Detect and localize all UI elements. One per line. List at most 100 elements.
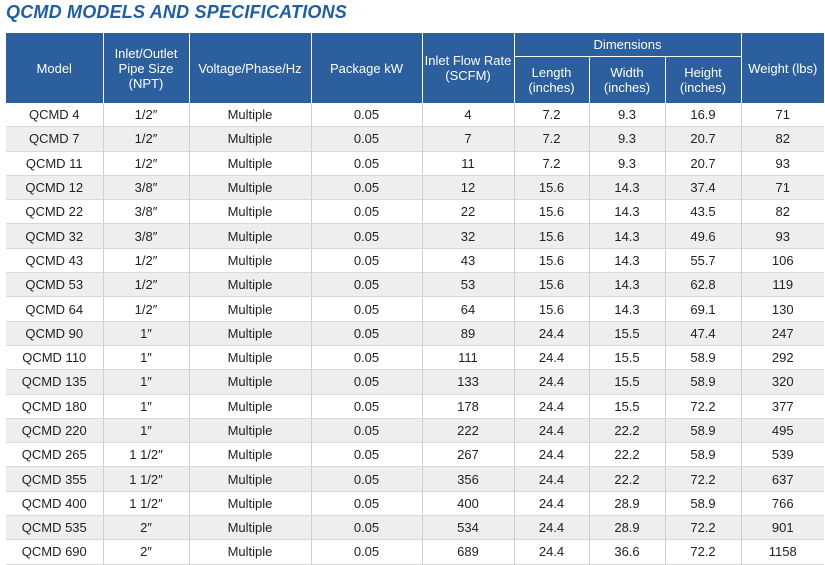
cell-height: 72.2 — [664, 394, 742, 419]
cell-length: 24.4 — [513, 321, 589, 346]
cell-height: 47.4 — [664, 321, 742, 346]
table-row: QCMD 64 1/2″ Multiple 0.05 64 15.6 14.3 69.1 130 — [6, 296, 825, 322]
cell-length: 24.4 — [513, 515, 589, 541]
cell-model: QCMD 22 — [6, 199, 103, 225]
cell-inlet-flow: 12 — [421, 175, 514, 201]
cell-length: 15.6 — [513, 296, 589, 322]
table-row: QCMD 180 1″ Multiple 0.05 178 24.4 15.5 72.2 377 — [6, 394, 825, 419]
cell-model: QCMD 535 — [6, 515, 103, 541]
cell-height: 20.7 — [664, 151, 742, 176]
cell-package-kw: 0.05 — [310, 345, 422, 371]
table-row: QCMD 7 1/2″ Multiple 0.05 7 7.2 9.3 20.7 82 — [6, 126, 825, 152]
cell-voltage: Multiple — [188, 223, 311, 249]
table-row: QCMD 11 1/2″ Multiple 0.05 11 7.2 9.3 20.7 93 — [6, 151, 825, 176]
table-row: QCMD 110 1″ Multiple 0.05 111 24.4 15.5 58.9 292 — [6, 345, 825, 371]
table-row: QCMD 355 1 1/2″ Multiple 0.05 356 24.4 22.2 72.… — [6, 466, 825, 492]
cell-weight: 377 — [740, 394, 825, 419]
cell-package-kw: 0.05 — [310, 491, 422, 517]
cell-model: QCMD 355 — [6, 466, 103, 492]
cell-height: 58.9 — [664, 491, 742, 517]
cell-model: QCMD 110 — [6, 345, 103, 371]
cell-width: 28.9 — [588, 491, 665, 517]
header-width: Width (inches) — [588, 56, 666, 103]
cell-inlet-flow: 400 — [421, 491, 514, 517]
cell-package-kw: 0.05 — [310, 175, 422, 201]
cell-pipe-size: 1/2″ — [102, 296, 189, 322]
cell-voltage: Multiple — [188, 491, 311, 517]
cell-weight: 106 — [740, 248, 825, 274]
cell-pipe-size: 1/2″ — [102, 126, 189, 152]
cell-weight: 82 — [740, 199, 825, 225]
cell-package-kw: 0.05 — [310, 418, 422, 444]
cell-weight: 1158 — [740, 539, 825, 565]
cell-voltage: Multiple — [188, 296, 311, 322]
cell-pipe-size: 1″ — [102, 345, 189, 371]
cell-weight: 93 — [740, 151, 825, 176]
cell-pipe-size: 1″ — [102, 394, 189, 419]
cell-voltage: Multiple — [188, 394, 311, 419]
cell-weight: 901 — [740, 515, 825, 541]
cell-model: QCMD 11 — [6, 151, 103, 176]
cell-height: 58.9 — [664, 418, 742, 444]
cell-inlet-flow: 32 — [421, 223, 514, 249]
cell-height: 58.9 — [664, 442, 742, 468]
cell-package-kw: 0.05 — [310, 272, 422, 298]
table-row: QCMD 53 1/2″ Multiple 0.05 53 15.6 14.3 62.8 119 — [6, 272, 825, 298]
cell-voltage: Multiple — [188, 248, 311, 274]
cell-length: 24.4 — [513, 466, 589, 492]
cell-weight: 71 — [740, 175, 825, 201]
cell-inlet-flow: 534 — [421, 515, 514, 541]
cell-pipe-size: 1″ — [102, 418, 189, 444]
cell-inlet-flow: 53 — [421, 272, 514, 298]
cell-weight: 82 — [740, 126, 825, 152]
cell-width: 14.3 — [588, 248, 665, 274]
cell-model: QCMD 90 — [6, 321, 103, 346]
cell-pipe-size: 1/2″ — [102, 151, 189, 176]
table-row: QCMD 220 1″ Multiple 0.05 222 24.4 22.2 58.9 495 — [6, 418, 825, 444]
cell-length: 24.4 — [513, 442, 589, 468]
cell-height: 55.7 — [664, 248, 742, 274]
cell-model: QCMD 400 — [6, 491, 103, 517]
cell-width: 15.5 — [588, 369, 665, 395]
cell-pipe-size: 1/2″ — [102, 248, 189, 274]
cell-pipe-size: 1 1/2″ — [102, 442, 189, 468]
specifications-table: Model Inlet/Outlet Pipe Size (NPT) Volta… — [6, 33, 825, 565]
header-package-kw: Package kW — [310, 33, 423, 103]
cell-height: 37.4 — [664, 175, 742, 201]
cell-width: 15.5 — [588, 345, 665, 371]
cell-package-kw: 0.05 — [310, 466, 422, 492]
cell-width: 36.6 — [588, 539, 665, 565]
cell-pipe-size: 1″ — [102, 369, 189, 395]
cell-weight: 292 — [740, 345, 825, 371]
cell-length: 24.4 — [513, 394, 589, 419]
cell-voltage: Multiple — [188, 369, 311, 395]
cell-weight: 766 — [740, 491, 825, 517]
cell-width: 9.3 — [588, 126, 665, 152]
cell-voltage: Multiple — [188, 418, 311, 444]
cell-voltage: Multiple — [188, 321, 311, 346]
cell-inlet-flow: 178 — [421, 394, 514, 419]
cell-inlet-flow: 111 — [421, 345, 514, 371]
header-pipe-size: Inlet/Outlet Pipe Size (NPT) — [102, 33, 190, 103]
cell-height: 43.5 — [664, 199, 742, 225]
cell-weight: 495 — [740, 418, 825, 444]
cell-package-kw: 0.05 — [310, 296, 422, 322]
cell-width: 9.3 — [588, 103, 665, 128]
cell-model: QCMD 12 — [6, 175, 103, 201]
table-row: QCMD 90 1″ Multiple 0.05 89 24.4 15.5 47.4 247 — [6, 321, 825, 346]
cell-length: 7.2 — [513, 126, 589, 152]
cell-voltage: Multiple — [188, 103, 311, 128]
cell-length: 24.4 — [513, 539, 589, 565]
cell-model: QCMD 4 — [6, 103, 103, 128]
cell-width: 14.3 — [588, 272, 665, 298]
cell-voltage: Multiple — [188, 442, 311, 468]
header-length: Length (inches) — [514, 56, 590, 103]
table-row: QCMD 690 2″ Multiple 0.05 689 24.4 36.6 72.2 115… — [6, 539, 825, 565]
cell-model: QCMD 220 — [6, 418, 103, 444]
cell-package-kw: 0.05 — [310, 515, 422, 541]
cell-voltage: Multiple — [188, 466, 311, 492]
cell-voltage: Multiple — [188, 539, 311, 565]
cell-length: 15.6 — [513, 248, 589, 274]
cell-width: 14.3 — [588, 223, 665, 249]
cell-length: 7.2 — [513, 103, 589, 128]
